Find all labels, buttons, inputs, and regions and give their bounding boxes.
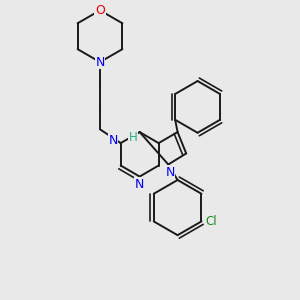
Text: N: N [95,56,105,69]
Text: N: N [108,134,118,147]
Text: Cl: Cl [206,215,217,228]
Text: H: H [128,131,137,144]
Text: O: O [95,4,105,17]
Text: N: N [135,178,144,190]
Text: N: N [165,166,175,178]
